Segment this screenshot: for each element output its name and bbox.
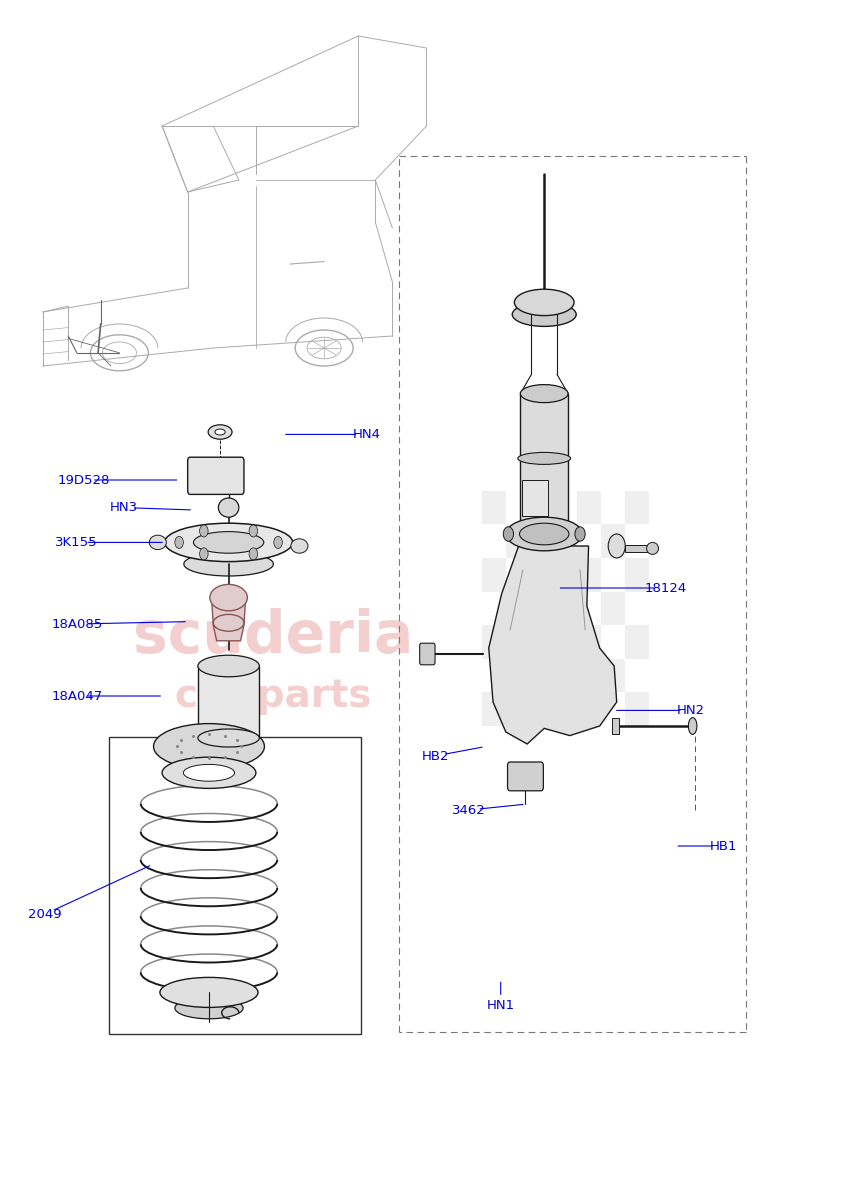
Bar — [625, 545, 650, 552]
Polygon shape — [488, 546, 616, 744]
Ellipse shape — [198, 728, 259, 746]
Bar — [481, 625, 505, 659]
Text: 19D528: 19D528 — [57, 474, 110, 486]
Text: 2049: 2049 — [27, 908, 61, 920]
Ellipse shape — [505, 517, 582, 551]
Bar — [577, 558, 601, 592]
Bar — [529, 625, 553, 659]
Bar — [625, 558, 648, 592]
FancyBboxPatch shape — [507, 762, 543, 791]
Bar — [612, 718, 619, 734]
Bar — [601, 659, 625, 692]
FancyBboxPatch shape — [187, 457, 244, 494]
Text: HN4: HN4 — [353, 428, 380, 440]
Bar — [601, 592, 625, 625]
Circle shape — [175, 536, 183, 548]
Ellipse shape — [149, 535, 166, 550]
Bar — [481, 692, 505, 726]
Ellipse shape — [175, 997, 243, 1019]
Bar — [625, 491, 648, 524]
Circle shape — [574, 527, 584, 541]
Bar — [577, 491, 601, 524]
Ellipse shape — [164, 523, 292, 562]
Ellipse shape — [198, 655, 259, 677]
Ellipse shape — [517, 452, 570, 464]
Bar — [505, 659, 529, 692]
Ellipse shape — [153, 724, 264, 769]
Ellipse shape — [162, 757, 256, 788]
Bar — [553, 524, 577, 558]
Bar — [529, 558, 553, 592]
Text: 18A047: 18A047 — [51, 690, 102, 702]
Bar — [553, 659, 577, 692]
Ellipse shape — [208, 425, 232, 439]
Bar — [521, 480, 547, 516]
Bar — [577, 625, 601, 659]
Ellipse shape — [511, 302, 576, 326]
Text: 18124: 18124 — [643, 582, 686, 594]
Text: HN3: HN3 — [110, 502, 137, 514]
Bar — [505, 524, 529, 558]
Ellipse shape — [215, 428, 225, 434]
Circle shape — [199, 524, 208, 536]
Text: car parts: car parts — [175, 677, 371, 715]
Text: 18A085: 18A085 — [51, 618, 102, 630]
Ellipse shape — [520, 384, 567, 402]
Ellipse shape — [519, 523, 568, 545]
Bar — [520, 394, 567, 530]
Ellipse shape — [218, 498, 239, 517]
Bar — [481, 558, 505, 592]
Bar — [625, 625, 648, 659]
Ellipse shape — [646, 542, 658, 554]
Ellipse shape — [291, 539, 308, 553]
Circle shape — [607, 534, 625, 558]
Ellipse shape — [688, 718, 696, 734]
Bar — [601, 524, 625, 558]
Bar — [109, 737, 360, 1034]
Bar — [505, 592, 529, 625]
Bar — [198, 666, 259, 738]
Ellipse shape — [184, 552, 273, 576]
Bar — [529, 692, 553, 726]
Text: 3K155: 3K155 — [55, 536, 98, 548]
Text: 3462: 3462 — [452, 804, 486, 816]
Bar — [577, 692, 601, 726]
Circle shape — [503, 527, 513, 541]
Ellipse shape — [514, 289, 573, 316]
Circle shape — [273, 536, 282, 548]
Text: HN2: HN2 — [676, 704, 704, 716]
Ellipse shape — [160, 977, 257, 1008]
Text: HN1: HN1 — [486, 1000, 514, 1012]
FancyBboxPatch shape — [419, 643, 435, 665]
Ellipse shape — [193, 532, 263, 553]
Bar — [553, 592, 577, 625]
Text: HB1: HB1 — [709, 840, 736, 852]
Circle shape — [249, 548, 257, 560]
Text: HB2: HB2 — [421, 750, 448, 762]
Text: scuderia: scuderia — [133, 607, 412, 665]
Bar — [481, 491, 505, 524]
Ellipse shape — [183, 764, 234, 781]
Circle shape — [249, 524, 257, 536]
Polygon shape — [211, 598, 245, 641]
Bar — [529, 491, 553, 524]
Circle shape — [199, 548, 208, 560]
Bar — [625, 692, 648, 726]
Ellipse shape — [210, 584, 247, 611]
